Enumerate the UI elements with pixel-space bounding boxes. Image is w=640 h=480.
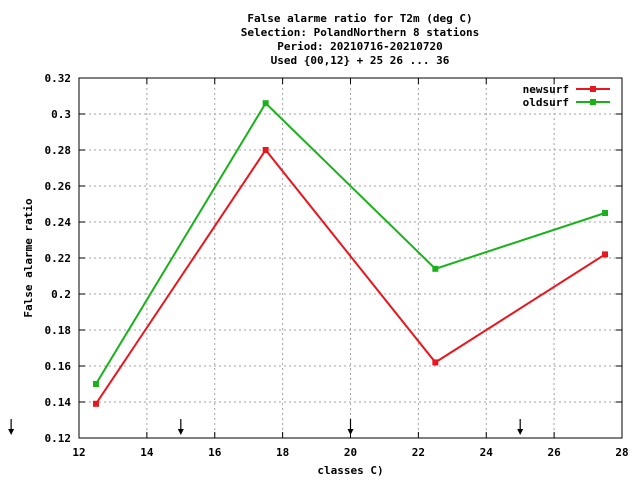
y-tick-label: 0.22	[45, 252, 72, 265]
x-tick-label: 24	[480, 446, 494, 459]
y-tick-label: 0.2	[51, 288, 71, 301]
y-tick-label: 0.28	[45, 144, 72, 157]
x-tick-label: 16	[208, 446, 222, 459]
series-line-newsurf	[95, 148, 606, 405]
arrow-marker-head	[517, 429, 524, 435]
arrow-markers	[8, 419, 524, 435]
data-point-newsurf	[262, 147, 269, 153]
y-tick-label: 0.12	[45, 432, 72, 445]
data-point-oldsurf	[602, 210, 609, 216]
x-axis-label: classes C)	[317, 464, 383, 477]
x-tick-label: 28	[615, 446, 628, 459]
x-tick-label: 12	[72, 446, 85, 459]
chart-title-line: Selection: PolandNorthern 8 stations	[241, 26, 479, 39]
x-tick-label: 26	[548, 446, 562, 459]
y-axis-label: False alarme ratio	[22, 198, 35, 318]
legend-label-newsurf: newsurf	[523, 83, 569, 96]
x-tick-label: 20	[344, 446, 357, 459]
x-tick-label: 14	[140, 446, 154, 459]
y-tick-label: 0.18	[45, 324, 72, 337]
y-tick-label: 0.3	[51, 108, 71, 121]
chart-title: False alarme ratio for T2m (deg C)Select…	[241, 12, 479, 67]
chart-title-line: Used {00,12} + 25 26 ... 36	[271, 54, 450, 67]
y-axis-ticks: 0.12 0.14 0.16 0.18 0.2 0.22 0.24 0.26 0.28 0.3 0.…	[45, 72, 622, 445]
data-point-newsurf	[602, 251, 609, 258]
y-tick-label: 0.24	[45, 216, 72, 229]
series-line-oldsurf	[95, 101, 606, 385]
y-tick-label: 0.26	[45, 180, 72, 193]
chart-title-line: False alarme ratio for T2m (deg C)	[247, 12, 472, 25]
arrow-marker-head	[8, 429, 15, 435]
y-tick-label: 0.16	[45, 360, 72, 373]
data-point-oldsurf	[262, 100, 269, 107]
y-tick-label: 0.14	[45, 396, 72, 409]
data-point-newsurf	[432, 359, 439, 366]
arrow-marker-head	[347, 429, 354, 435]
grid	[79, 78, 622, 438]
arrow-marker-head	[177, 429, 184, 435]
data-point-oldsurf	[92, 381, 99, 387]
data-point-oldsurf	[432, 265, 439, 272]
legend-marker-newsurf	[590, 86, 596, 92]
chart-title-line: Period: 20210716-20210720	[277, 40, 443, 53]
legend-marker-oldsurf	[590, 99, 596, 105]
x-axis-ticks: 12 14 16 18 20 22 24 26 28	[72, 78, 629, 459]
x-tick-label: 22	[412, 446, 425, 459]
y-tick-label: 0.32	[45, 72, 72, 85]
series-group	[92, 100, 609, 407]
legend-label-oldsurf: oldsurf	[523, 96, 569, 109]
x-tick-label: 18	[276, 446, 289, 459]
data-point-newsurf	[92, 400, 99, 407]
